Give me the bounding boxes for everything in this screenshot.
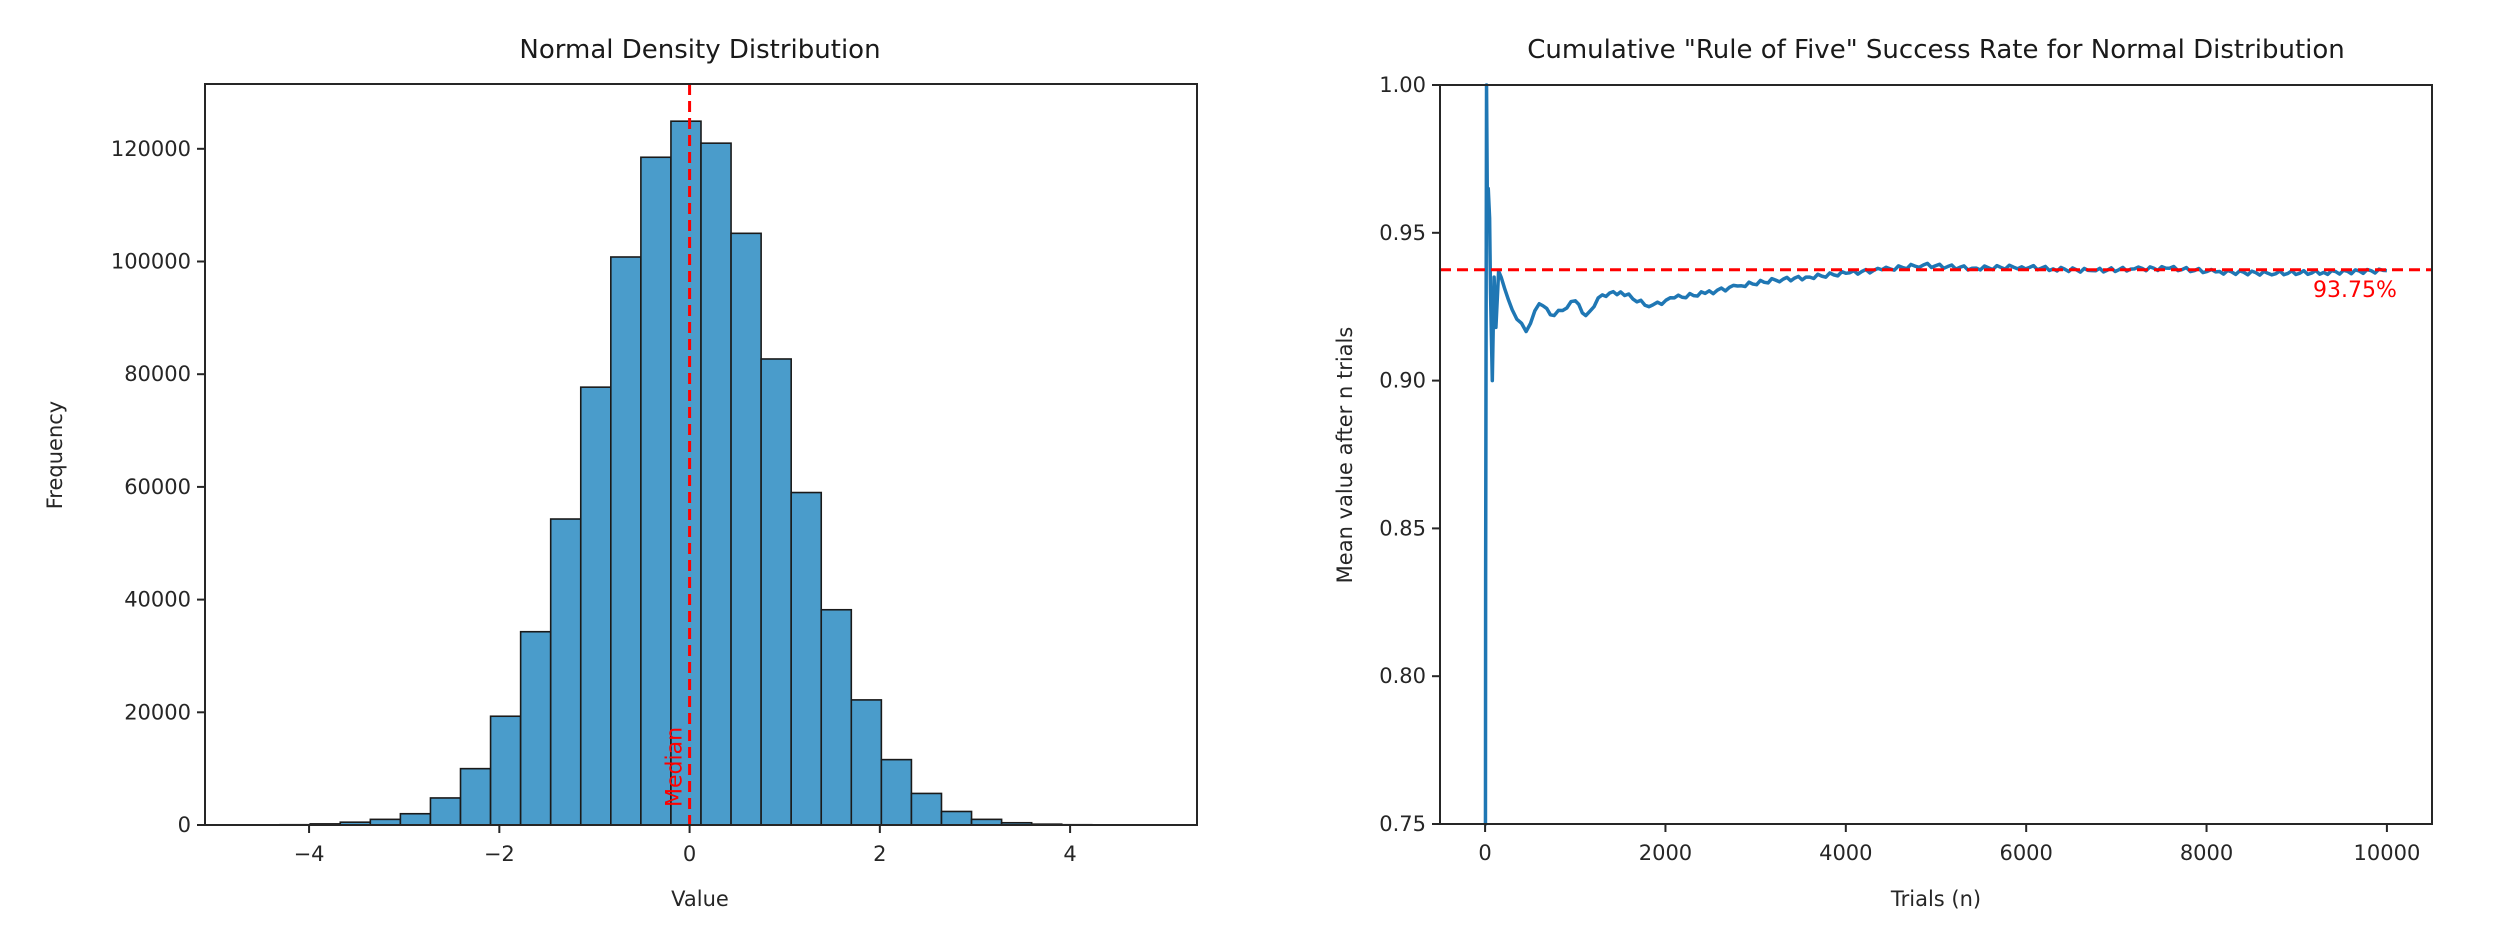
- y-tick-label: 20000: [124, 700, 191, 724]
- median-label: Median: [663, 727, 688, 807]
- y-tick-label: 1.00: [1379, 73, 1426, 97]
- y-tick-label: 80000: [124, 362, 191, 386]
- target-rate-label: 93.75%: [2313, 278, 2397, 303]
- histogram-y-ticks: 0 20000 40000 60000 80000 100000 120000: [111, 137, 205, 837]
- histogram-bar: [730, 232, 762, 826]
- histogram-x-label: Value: [671, 887, 729, 911]
- histogram-title: Normal Density Distribution: [519, 35, 880, 65]
- x-tick-label: 10000: [2354, 841, 2421, 865]
- histogram-bar: [399, 812, 432, 826]
- histogram-bar: [579, 386, 612, 826]
- x-tick-label: 0: [1478, 841, 1491, 865]
- y-tick-label: 100000: [111, 250, 191, 274]
- histogram-x-ticks: −4 −2 0 2 4: [294, 825, 1077, 866]
- histogram-axes: Normal Density Distribution Median −4 −2 0…: [43, 35, 1198, 911]
- histogram-bar: [429, 797, 462, 826]
- histogram-bar: [700, 142, 732, 826]
- histogram-bar: [910, 792, 943, 826]
- histogram-bar: [850, 699, 883, 826]
- x-tick-label: 4: [1063, 842, 1076, 866]
- histogram-bar: [670, 120, 702, 826]
- histogram-bar: [880, 758, 913, 826]
- histogram-bar: [640, 156, 672, 826]
- histogram-bar: [459, 767, 492, 826]
- x-tick-label: 0: [683, 842, 696, 866]
- x-tick-label: 2: [873, 842, 886, 866]
- histogram-bar: [610, 256, 642, 826]
- y-tick-label: 120000: [111, 137, 191, 161]
- histogram-bar: [790, 491, 823, 826]
- y-tick-label: 40000: [124, 588, 191, 612]
- histogram-bar: [760, 358, 792, 826]
- y-tick-label: 0.80: [1379, 664, 1426, 688]
- histogram-bar: [940, 810, 973, 826]
- success-rate-x-ticks: 0 2000 4000 6000 8000 10000: [1478, 824, 2420, 865]
- y-tick-label: 60000: [124, 475, 191, 499]
- histogram-bar: [489, 715, 522, 826]
- x-tick-label: 4000: [1819, 841, 1872, 865]
- success-rate-y-ticks: 0.75 0.80 0.85 0.90 0.95 1.00: [1379, 73, 1440, 836]
- y-tick-label: 0.90: [1379, 369, 1426, 393]
- success-rate-frame: [1439, 84, 2433, 825]
- y-tick-label: 0.75: [1379, 812, 1426, 836]
- x-tick-label: 8000: [2180, 841, 2233, 865]
- x-tick-label: −2: [484, 842, 515, 866]
- histogram-bar: [519, 630, 552, 826]
- x-tick-label: 6000: [1999, 841, 2052, 865]
- histogram-bar: [820, 608, 853, 826]
- x-tick-label: 2000: [1639, 841, 1692, 865]
- y-tick-label: 0.85: [1379, 516, 1426, 540]
- success-rate-x-label: Trials (n): [1890, 887, 1981, 911]
- success-rate-title: Cumulative "Rule of Five" Success Rate f…: [1527, 35, 2345, 65]
- histogram-frame: [204, 83, 1198, 826]
- histogram-bars: [249, 120, 1153, 826]
- histogram-y-label: Frequency: [43, 401, 67, 510]
- success-rate-axes: Cumulative "Rule of Five" Success Rate f…: [1333, 35, 2433, 911]
- x-tick-label: −4: [294, 842, 325, 866]
- y-tick-label: 0: [178, 813, 191, 837]
- success-rate-line: [1483, 83, 2388, 826]
- y-tick-label: 0.95: [1379, 221, 1426, 245]
- success-rate-y-label: Mean value after n trials: [1333, 327, 1357, 584]
- histogram-bar: [549, 518, 582, 826]
